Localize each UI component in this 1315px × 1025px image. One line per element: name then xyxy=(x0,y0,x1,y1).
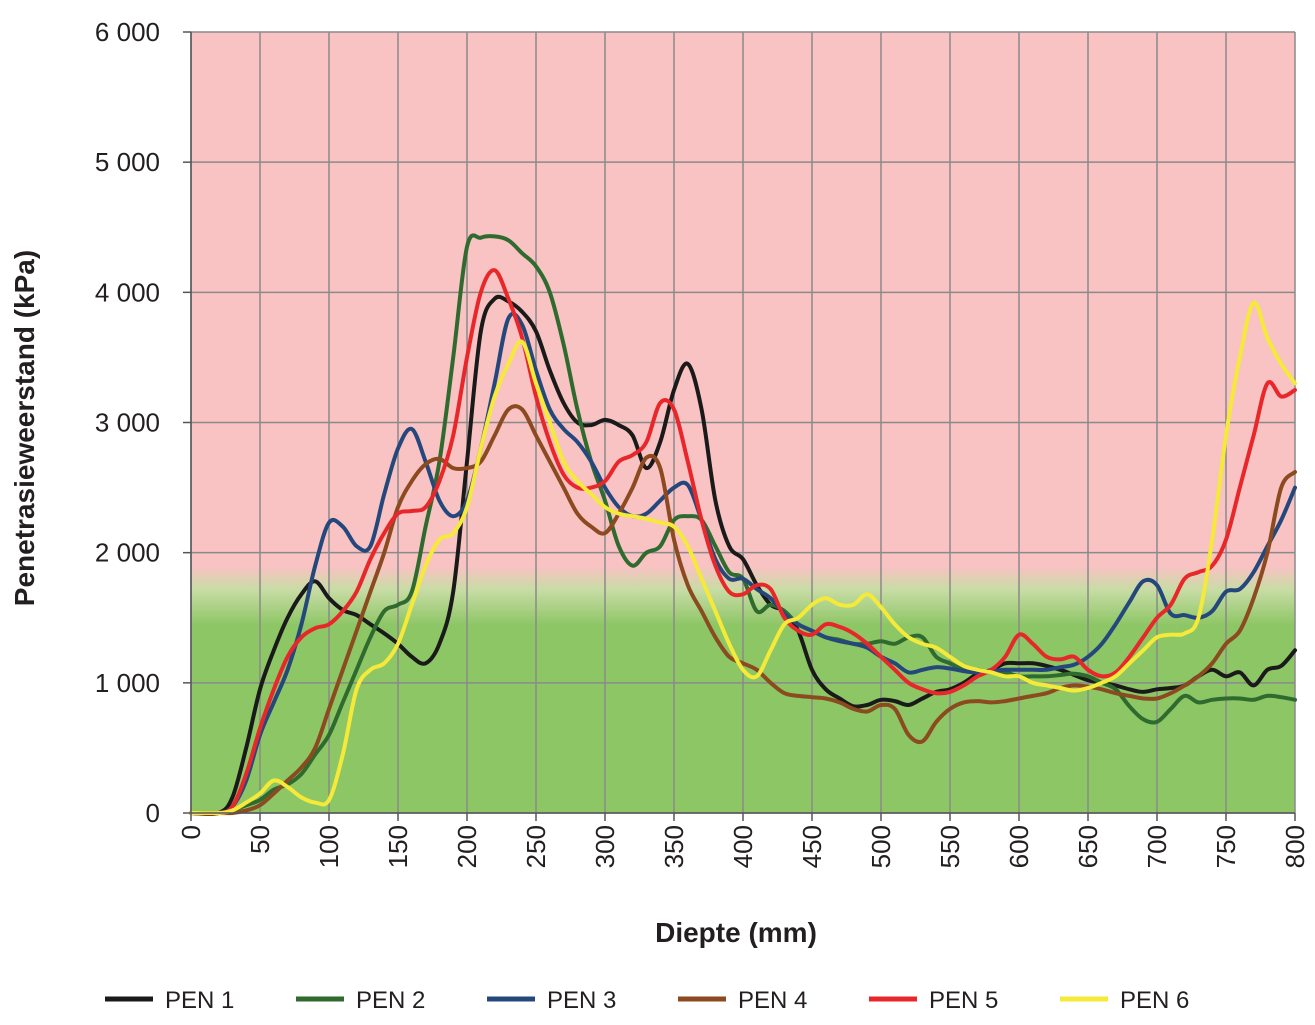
x-axis-title: Diepte (mm) xyxy=(655,917,817,948)
y-tick-label: 3 000 xyxy=(95,408,160,438)
x-tick-label: 500 xyxy=(866,825,896,868)
x-tick-label: 450 xyxy=(797,825,827,868)
x-tick-label: 300 xyxy=(590,825,620,868)
x-tick-label: 350 xyxy=(659,825,689,868)
y-tick-label: 0 xyxy=(146,798,160,828)
legend-label-pen-2: PEN 2 xyxy=(356,987,425,1014)
series-line-pen-6 xyxy=(189,300,1297,816)
series-line-pen-4 xyxy=(189,404,1297,816)
x-tick-label: 50 xyxy=(245,825,275,854)
x-tick-label: 250 xyxy=(521,825,551,868)
series-lines xyxy=(189,233,1297,817)
x-tick-label: 100 xyxy=(314,825,344,868)
y-tick-label: 5 000 xyxy=(95,147,160,177)
y-tick-label: 4 000 xyxy=(95,277,160,307)
x-tick-label: 650 xyxy=(1073,825,1103,868)
x-tick-label: 700 xyxy=(1142,825,1172,868)
x-tick-labels: 0 50 100 150 200 250 300 350 400 450 500 550 600 650 7… xyxy=(176,813,1310,868)
legend-label-pen-6: PEN 6 xyxy=(1120,987,1189,1014)
x-tick-label: 200 xyxy=(452,825,482,868)
y-tick-labels: 0 1 000 2 000 3 000 4 000 5 000 6 000 xyxy=(95,17,191,828)
x-tick-label: 600 xyxy=(1004,825,1034,868)
series-line-pen-5 xyxy=(189,268,1297,816)
y-tick-label: 6 000 xyxy=(95,17,160,47)
y-tick-label: 2 000 xyxy=(95,538,160,568)
legend-label-pen-1: PEN 1 xyxy=(165,987,234,1014)
y-axis-title: Penetrasieweerstand (kPa) xyxy=(9,250,40,606)
x-tick-label: 0 xyxy=(176,825,206,839)
legend-label-pen-3: PEN 3 xyxy=(547,987,616,1014)
legend: PEN 1 PEN 2 PEN 3 PEN 4 PEN 5 PEN 6 xyxy=(105,987,1189,1014)
legend-label-pen-5: PEN 5 xyxy=(929,987,998,1014)
x-tick-label: 150 xyxy=(383,825,413,868)
series-line-pen-3 xyxy=(189,311,1297,816)
x-tick-label: 750 xyxy=(1211,825,1241,868)
x-tick-label: 550 xyxy=(935,825,965,868)
x-tick-label: 400 xyxy=(728,825,758,868)
x-tick-label: 800 xyxy=(1280,825,1310,868)
y-tick-label: 1 000 xyxy=(95,668,160,698)
legend-label-pen-4: PEN 4 xyxy=(738,987,807,1014)
